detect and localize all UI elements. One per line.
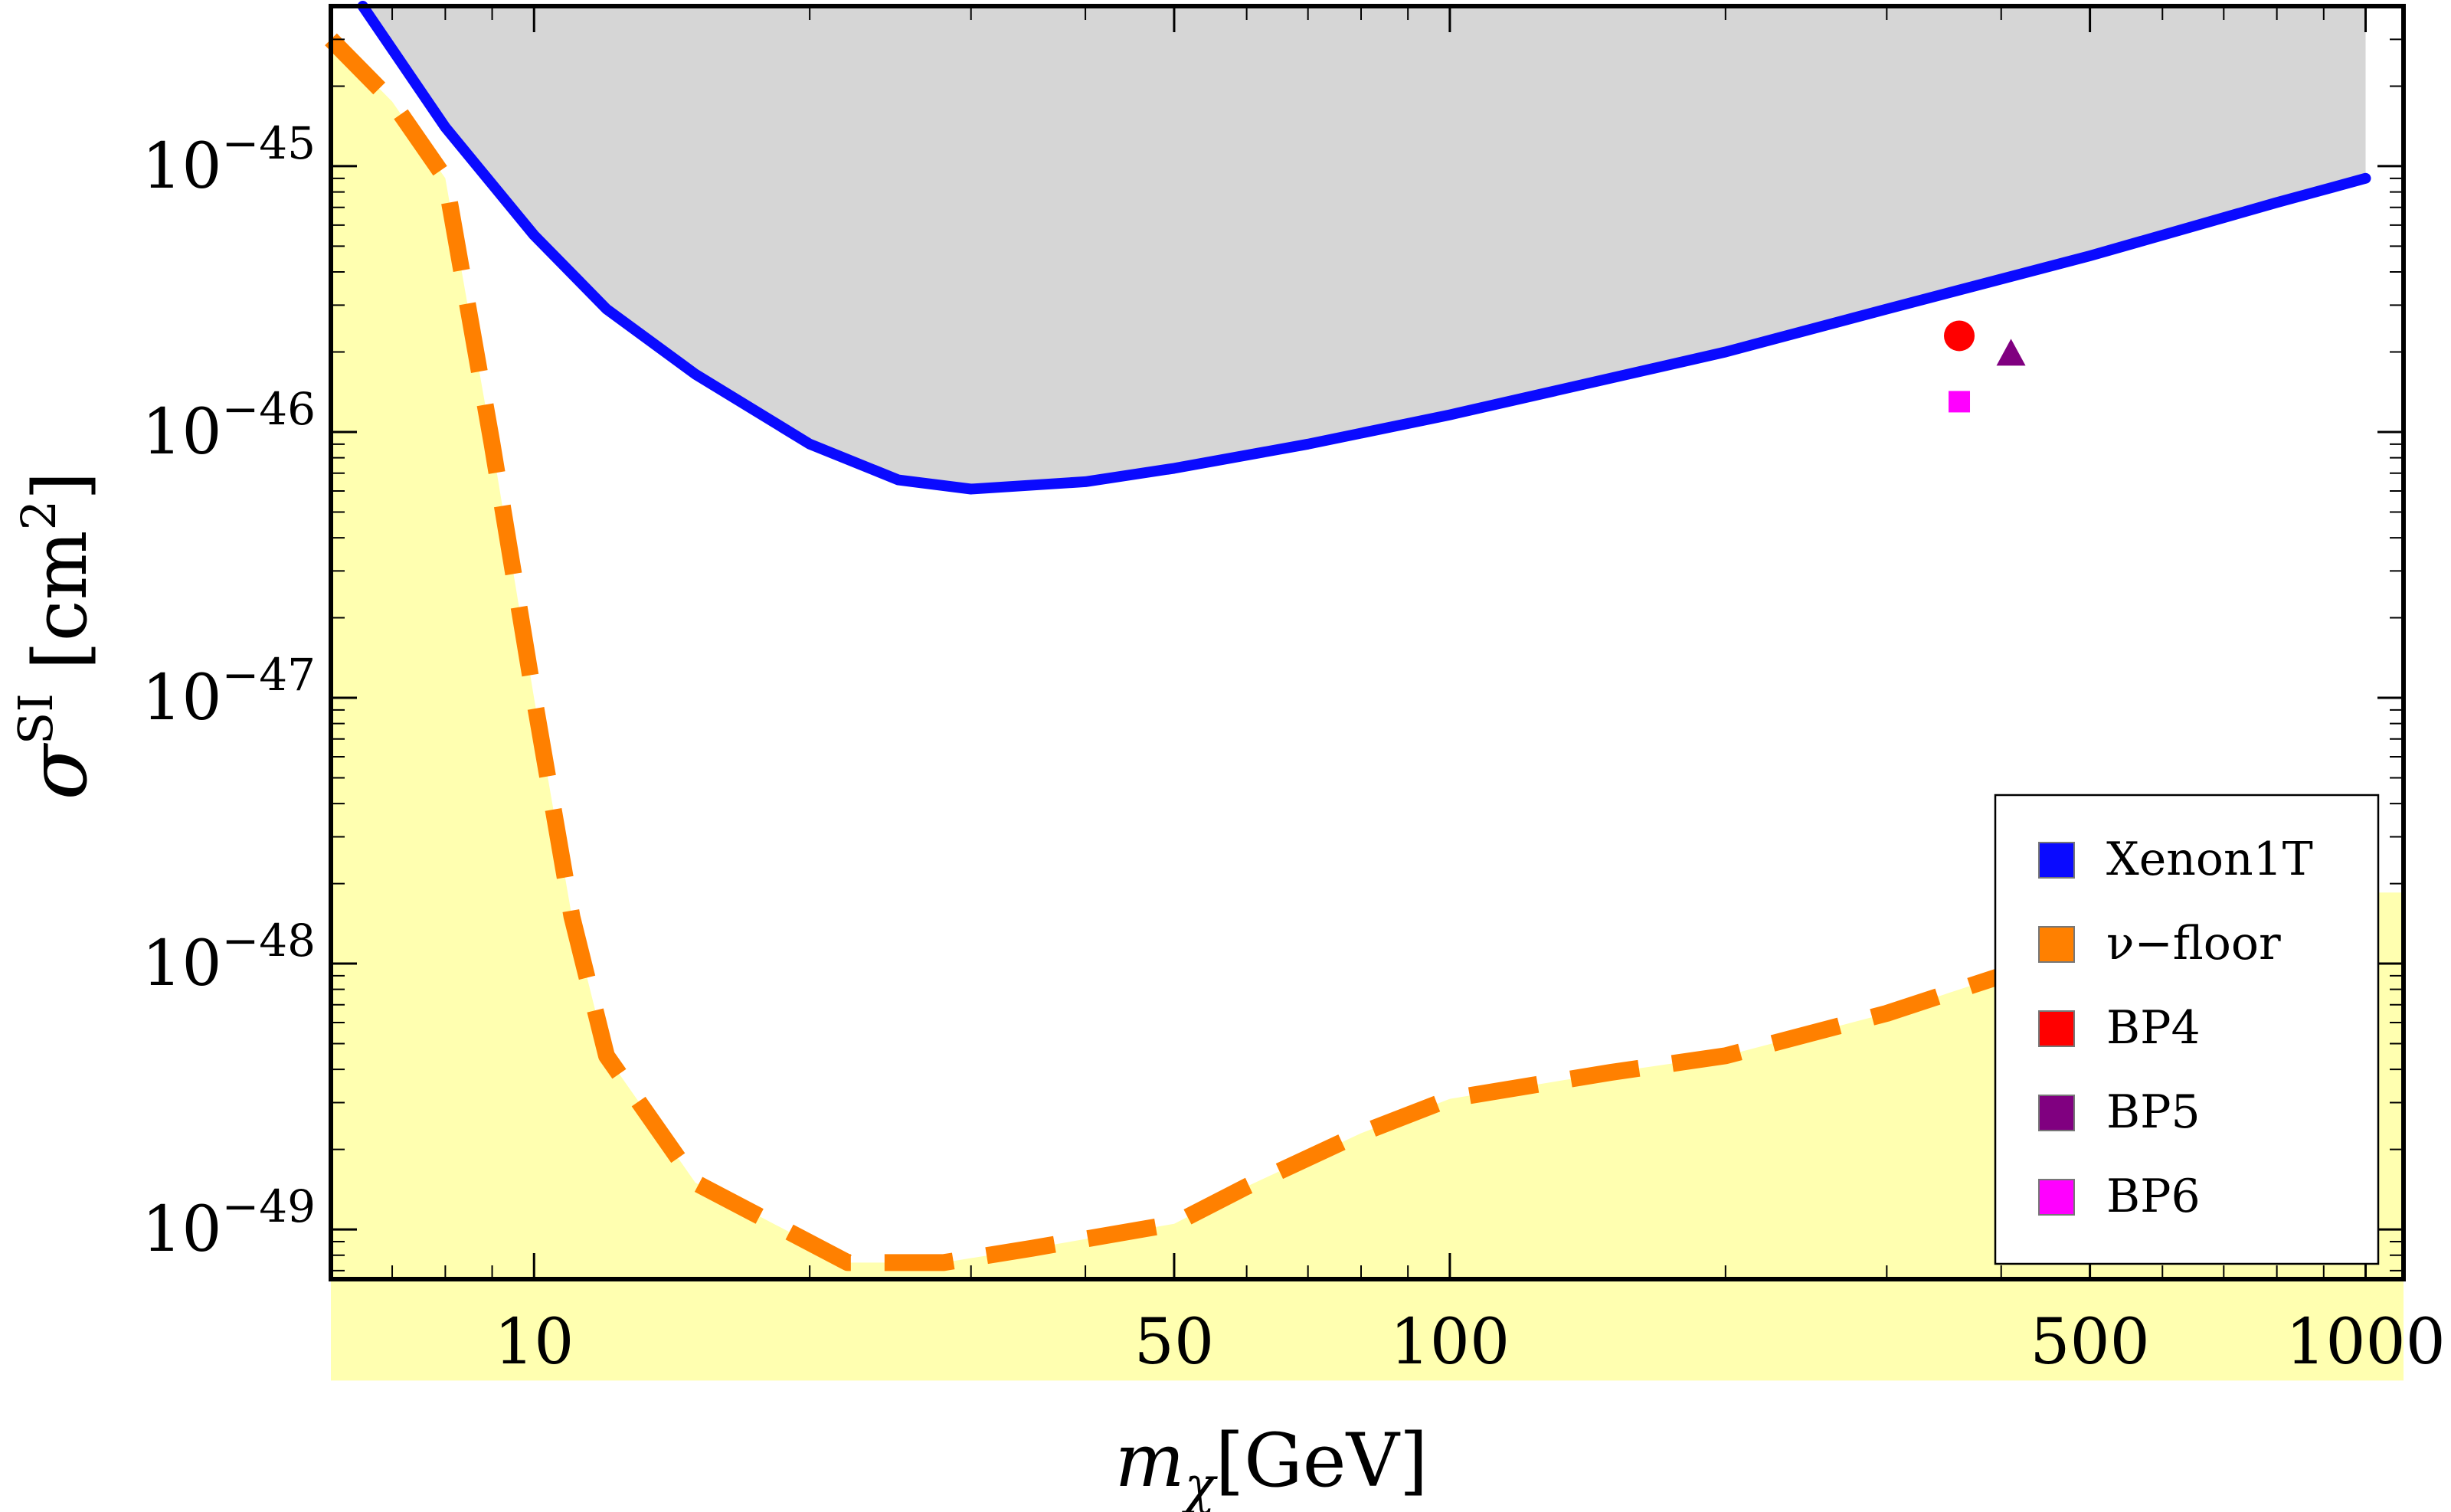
legend-swatch [2038, 1179, 2075, 1216]
y-tick-label: 10−47 [142, 649, 316, 735]
point-bp6 [1949, 391, 1971, 413]
shaded-regions [331, 6, 2404, 1381]
legend-swatch [2038, 1010, 2075, 1047]
neutrino-floor-region [331, 39, 2404, 1381]
x-axis-title: mχ[GeV] [1115, 1418, 1428, 1512]
series-layer [325, 1, 2371, 1271]
point-bp4 [1944, 320, 1975, 352]
y-tick-label: 10−46 [142, 383, 316, 469]
legend-swatch [2038, 842, 2075, 879]
y-axis: 10−45 10−46 10−47 10−48 10−49 [142, 5, 2404, 1271]
x-tick-label: 500 [2030, 1306, 2150, 1379]
x-tick-label: 1000 [2286, 1306, 2446, 1379]
legend-label: Xenon1T [2106, 833, 2313, 886]
xenon1t-excluded-region [362, 6, 2366, 489]
legend-swatch [2038, 1095, 2075, 1131]
plot-frame [329, 4, 2406, 1281]
y-tick-label: 10−48 [142, 915, 316, 1000]
legend-label: ν−floor [2106, 917, 2281, 970]
legend-label: BP5 [2106, 1085, 2201, 1139]
y-axis-title: σSI [cm2] [8, 472, 105, 800]
y-tick-label: 10−45 [142, 117, 316, 203]
legend-label: BP4 [2106, 1001, 2201, 1055]
point-bp5 [1996, 339, 2026, 366]
x-tick-label: 100 [1390, 1306, 1510, 1379]
nu-floor-line [325, 33, 2368, 1271]
x-tick-label: 10 [494, 1306, 574, 1379]
legend-swatch [2038, 926, 2075, 963]
x-tick-label: 50 [1134, 1306, 1214, 1379]
x-axis: 10 50 100 500 1000 [391, 6, 2446, 1379]
benchmark-points [1944, 320, 2026, 413]
xenon1t-line [357, 1, 2371, 495]
legend: Xenon1T ν−floor BP4 BP5 BP6 [1994, 794, 2380, 1265]
legend-label: BP6 [2106, 1170, 2201, 1223]
y-tick-label: 10−49 [142, 1180, 316, 1266]
